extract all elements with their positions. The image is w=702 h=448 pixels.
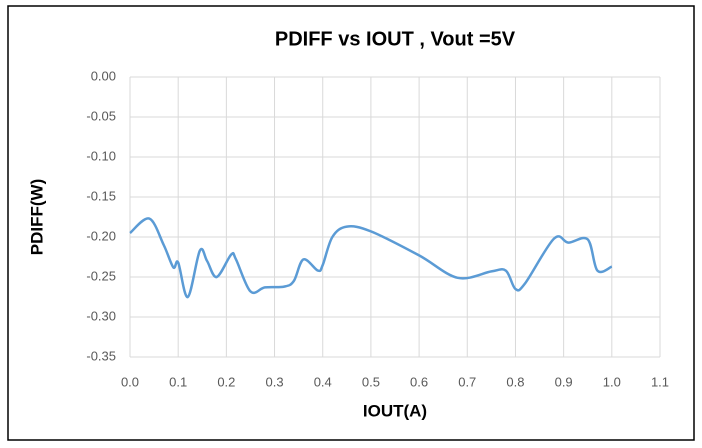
x-tick-label: 0.4 — [314, 374, 332, 389]
x-axis-label: IOUT(A) — [363, 401, 427, 420]
x-tick-label: 0.9 — [555, 374, 573, 389]
x-tick-label: 0.3 — [266, 374, 284, 389]
x-tick-label: 0.8 — [506, 374, 524, 389]
x-tick-label: 0.2 — [217, 374, 235, 389]
x-tick-label: 0.1 — [169, 374, 187, 389]
y-axis-label: PDIFF(W) — [27, 179, 46, 255]
y-tick-label: -0.05 — [86, 108, 116, 123]
y-tick-label: -0.30 — [86, 308, 116, 323]
x-tick-label: 0.5 — [362, 374, 380, 389]
data-line — [129, 217, 613, 299]
chart-title: PDIFF vs IOUT , Vout =5V — [275, 28, 516, 50]
y-tick-label: 0.00 — [91, 68, 116, 83]
x-tick-label: 0.6 — [410, 374, 428, 389]
x-tick-label: 0.7 — [458, 374, 476, 389]
y-tick-label: -0.25 — [86, 268, 116, 283]
y-tick-label: -0.20 — [86, 228, 116, 243]
chart-frame — [7, 5, 695, 441]
x-tick-label: 0.0 — [121, 374, 139, 389]
x-tick-label: 1.0 — [603, 374, 621, 389]
y-tick-label: -0.10 — [86, 148, 116, 163]
y-tick-label: -0.15 — [86, 188, 116, 203]
x-tick-label: 1.1 — [651, 374, 669, 389]
y-tick-label: -0.35 — [86, 348, 116, 363]
